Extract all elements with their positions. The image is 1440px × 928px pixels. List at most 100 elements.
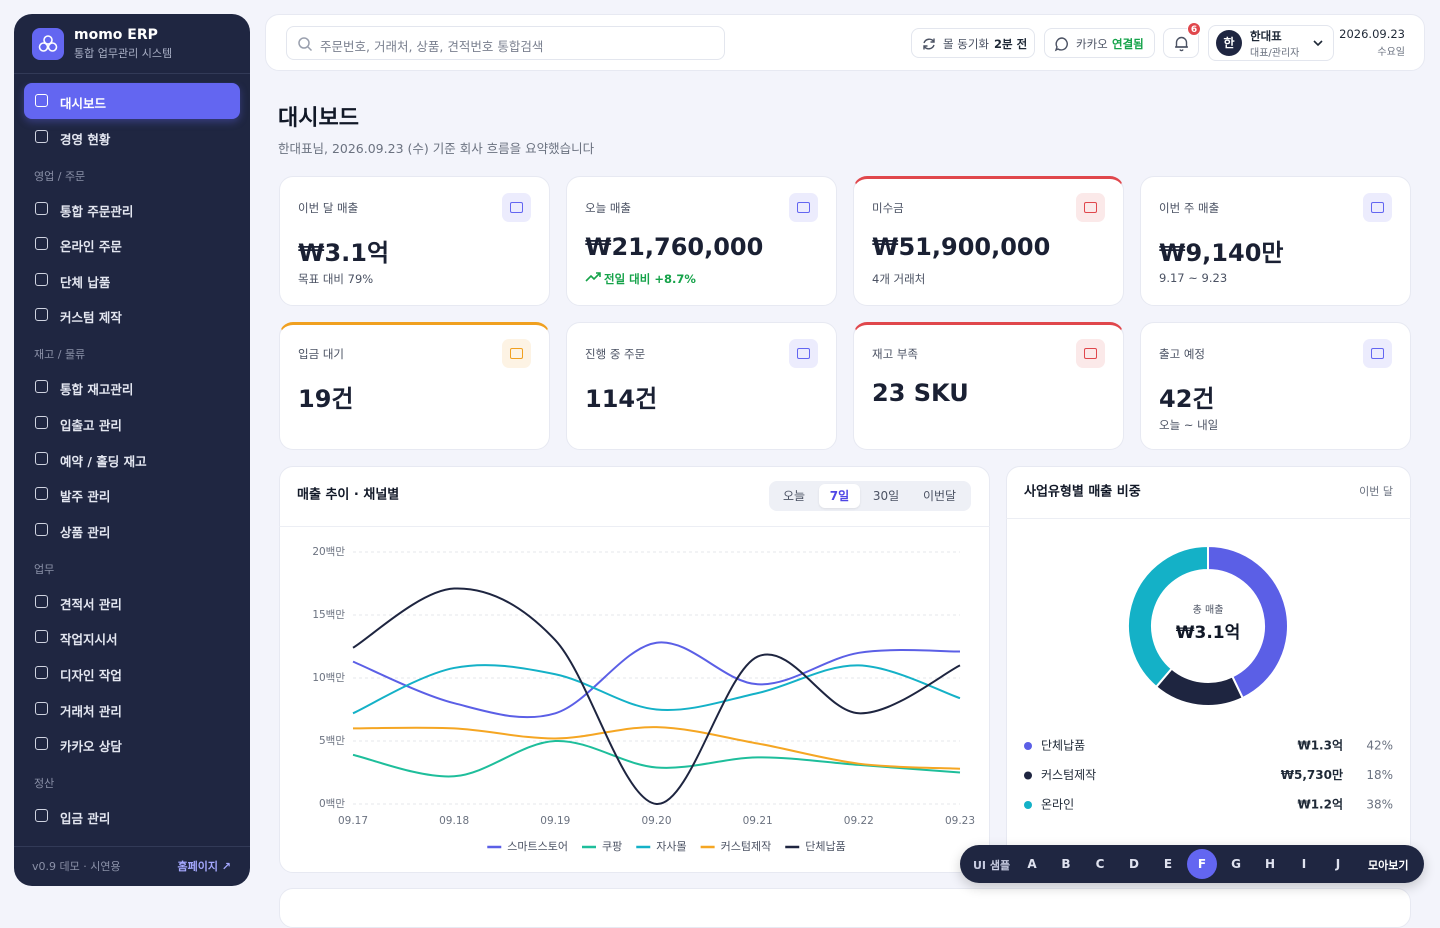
notification-button[interactable]	[1163, 28, 1199, 58]
nav-item[interactable]: 견적서 관리	[24, 584, 240, 620]
kpi-value: ₩9,140만	[1159, 239, 1284, 267]
nav-item[interactable]: 발주 관리	[24, 476, 240, 512]
nav-item[interactable]: 경영 현황	[24, 119, 240, 155]
kpi-icon-bg	[502, 193, 531, 222]
nav-item[interactable]: 커스텀 제작	[24, 297, 240, 333]
sample-option[interactable]: J	[1335, 857, 1341, 871]
kpi-icon-bg	[1076, 339, 1105, 368]
sync-time: 2분 전	[994, 37, 1028, 51]
kpi-icon	[1076, 339, 1105, 368]
charts: 매출 추이 · 채널별 0백만 5백만 10백만 15백만 20백만 09.17 09.18 0…	[297, 484, 1393, 854]
tab[interactable]: 30일	[872, 489, 900, 503]
sync-icon	[923, 38, 935, 50]
nav-item[interactable]: 통합 재고관리	[24, 369, 240, 405]
x-tick-label: 09.19	[540, 815, 570, 827]
sample-more[interactable]: 모아보기	[1368, 859, 1409, 872]
kpi-label: 출고 예정	[1159, 347, 1205, 361]
kpi-icon-bg	[1363, 193, 1392, 222]
series-line	[352, 664, 961, 715]
tagline: 통합 업무관리 시스템	[74, 47, 173, 60]
kpi-note: 목표 대비 79%	[298, 272, 374, 286]
nav-item[interactable]: 작업지시서	[24, 619, 240, 655]
kpi-icon-glyph	[510, 202, 523, 213]
sample-option[interactable]: D	[1129, 857, 1139, 871]
search-box[interactable]: 주문번호, 거래처, 상품, 견적번호 통합검색	[286, 26, 725, 60]
legend-label: 단체납품	[805, 840, 845, 853]
nav-label: 통합 재고관리	[60, 382, 134, 398]
kpi-value: 19건	[298, 385, 354, 413]
nav-item[interactable]: 상품 관리	[24, 512, 240, 548]
nav-item[interactable]: 디자인 작업	[24, 655, 240, 691]
tab[interactable]: 7일	[819, 484, 860, 508]
nav-item[interactable]: 단체 납품	[24, 262, 240, 298]
kpi-label: 재고 부족	[872, 347, 918, 361]
kpi-icon-glyph	[1084, 348, 1097, 359]
nav-label: 예약 / 홀딩 재고	[60, 453, 147, 469]
x-tick-label: 09.17	[338, 815, 368, 827]
search-icon	[298, 37, 313, 52]
version: v0.9 데모 · 시연용	[32, 860, 121, 873]
legend-label: 자사몰	[656, 840, 686, 853]
nav-item[interactable]: 입금 관리	[24, 798, 240, 834]
user-role: 대표/관리자	[1250, 48, 1300, 59]
sample-option[interactable]: C	[1095, 857, 1105, 871]
series-line	[352, 641, 961, 719]
legend-dot	[1024, 742, 1032, 750]
nav-label: 단체 납품	[60, 274, 111, 290]
nav-icon	[35, 487, 48, 501]
bell-icon	[1175, 36, 1188, 52]
nav-item[interactable]: 통합 주문관리	[24, 191, 240, 227]
nav-icon	[35, 201, 48, 215]
brand: momo ERP	[74, 27, 158, 43]
series-line	[352, 587, 961, 806]
nav-label: 디자인 작업	[60, 668, 122, 683]
legend-label: 스마트스토어	[507, 840, 568, 853]
kpi-card: 이번 달 매출 ₩3.1억 목표 대비 79%	[279, 176, 550, 306]
x-tick-label: 09.22	[844, 815, 874, 827]
kakao-button[interactable]: 카카오 연결됨	[1044, 28, 1155, 58]
legend-percent: 38%	[1366, 798, 1393, 812]
kpi-value: 42건	[1159, 385, 1215, 413]
line-chart-card	[279, 466, 990, 873]
page: momo ERP { "sidebar": { "brand": "momo E…	[14, 14, 1425, 928]
kpi-icon-bg	[789, 339, 818, 368]
app: momo ERP 통합 업무관리 시스템 대시보드 경영 현황 영업 / 주문 통합 …	[14, 14, 1425, 928]
nav-icon	[35, 129, 48, 143]
sync-button[interactable]: 몰 동기화 2분 전	[911, 28, 1035, 58]
y-tick-label: 15백만	[312, 609, 345, 621]
sample-option[interactable]: I	[1301, 857, 1307, 871]
sample-option[interactable]: G	[1231, 857, 1241, 871]
kpi-icon	[502, 193, 531, 222]
nav-label: 통합 주문관리	[60, 203, 134, 219]
nav-item[interactable]: 입출고 관리	[24, 405, 240, 441]
nav-icon	[35, 94, 48, 107]
tab[interactable]: 오늘	[782, 489, 806, 503]
nav-item[interactable]: 거래처 관리	[24, 691, 240, 727]
notification-badge: 6	[1187, 22, 1201, 36]
nav-item[interactable]: 온라인 주문	[24, 226, 240, 262]
tab[interactable]: 이번달	[922, 489, 957, 503]
nav-label: 상품 관리	[60, 524, 111, 540]
sample-option[interactable]: E	[1163, 857, 1173, 871]
kpi-label: 입금 대기	[298, 347, 344, 361]
y-tick-label: 20백만	[312, 546, 345, 558]
user-menu[interactable]: 한 한대표 대표/관리자	[1208, 25, 1334, 61]
nav-item[interactable]: 카카오 상담	[24, 726, 240, 762]
search-placeholder: 주문번호, 거래처, 상품, 견적번호 통합검색	[320, 39, 544, 54]
nav-icon	[35, 809, 48, 823]
sample-option[interactable]: F	[1187, 849, 1217, 879]
nav-icon	[35, 272, 48, 286]
homepage-link[interactable]: 홈페이지 ↗	[177, 860, 231, 873]
divider	[14, 73, 250, 74]
legend-label: 단체납품	[1041, 739, 1085, 753]
weekday: 수요일	[1377, 47, 1405, 58]
nav-icon	[35, 380, 48, 394]
legend-amount: ₩1.3억	[1297, 739, 1343, 753]
nav-item[interactable]: 대시보드	[24, 83, 240, 119]
sample-option[interactable]: B	[1061, 857, 1071, 871]
sample-option[interactable]: A	[1027, 857, 1037, 871]
sample-option[interactable]: H	[1264, 857, 1276, 871]
sidebar	[14, 14, 250, 886]
kpi-value: 23 SKU	[872, 379, 969, 407]
nav-item[interactable]: 예약 / 홀딩 재고	[24, 441, 240, 477]
